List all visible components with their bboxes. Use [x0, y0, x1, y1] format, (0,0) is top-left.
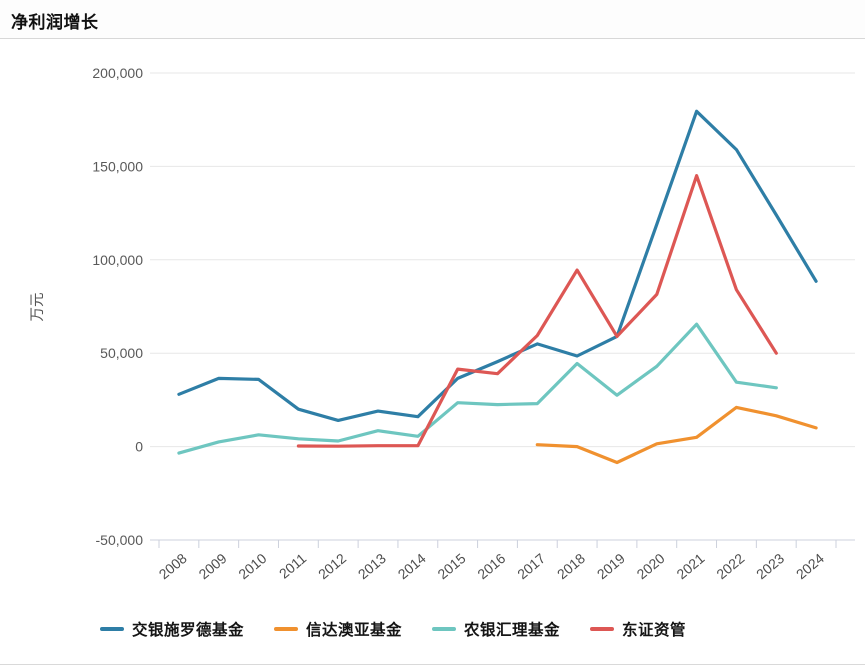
x-axis-tick-label: 2014	[395, 550, 429, 582]
x-axis-tick-label: 2022	[713, 550, 747, 582]
y-axis-title: 万元	[30, 293, 46, 322]
x-axis-tick-label: 2011	[276, 550, 310, 582]
x-axis-tick-label: 2016	[474, 550, 508, 582]
series-line-1	[535, 405, 818, 465]
y-axis-tick-label: 0	[135, 439, 143, 455]
x-axis-tick-label: 2008	[156, 550, 190, 582]
legend-item-xinda[interactable]: 信达澳亚基金	[274, 618, 402, 640]
y-axis-tick-label: 150,000	[92, 158, 143, 174]
legend-swatch-jiaoyin	[100, 627, 124, 631]
page-title: 净利润增长	[11, 13, 99, 32]
y-axis-tick-label: 200,000	[92, 65, 143, 81]
legend-label: 信达澳亚基金	[306, 622, 403, 639]
legend-label: 交银施罗德基金	[132, 622, 245, 639]
legend-swatch-xinda	[274, 627, 299, 631]
x-axis-tick-label: 2019	[594, 550, 628, 582]
legend-item-dongzheng[interactable]: 东证资管	[590, 618, 686, 640]
title-bar	[0, 0, 865, 39]
legend-item-jiaoyin[interactable]: 交银施罗德基金	[100, 618, 244, 640]
x-axis-tick-label: 2020	[634, 550, 668, 582]
x-axis-tick-label: 2017	[514, 550, 548, 582]
legend-label: 东证资管	[622, 622, 687, 639]
x-axis-tick-label: 2013	[355, 550, 389, 582]
x-axis-tick-label: 2021	[673, 550, 707, 582]
y-axis-tick-label: 100,000	[92, 252, 143, 268]
series-line-3	[296, 174, 778, 448]
x-axis-tick-label: 2018	[554, 550, 588, 582]
x-axis-tick-label: 2024	[793, 550, 827, 582]
x-axis-tick-label: 2012	[315, 550, 349, 582]
legend-item-nongyin[interactable]: 农银汇理基金	[432, 618, 560, 640]
series-line-0	[177, 109, 818, 422]
x-axis-tick-label: 2010	[235, 550, 269, 582]
y-axis-tick-label: -50,000	[96, 532, 144, 548]
legend-swatch-dongzheng	[590, 627, 615, 631]
legend-label: 农银汇理基金	[464, 622, 561, 639]
x-axis-tick-label: 2023	[753, 550, 787, 582]
y-axis-tick-label: 50,000	[100, 345, 143, 361]
legend-swatch-nongyin	[432, 627, 457, 631]
chart-legend: 交银施罗德基金 信达澳亚基金 农银汇理基金 东证资管	[100, 618, 820, 640]
x-axis-tick-label: 2015	[434, 550, 468, 582]
series-line-2	[177, 322, 778, 455]
x-axis-tick-label: 2009	[196, 550, 230, 582]
